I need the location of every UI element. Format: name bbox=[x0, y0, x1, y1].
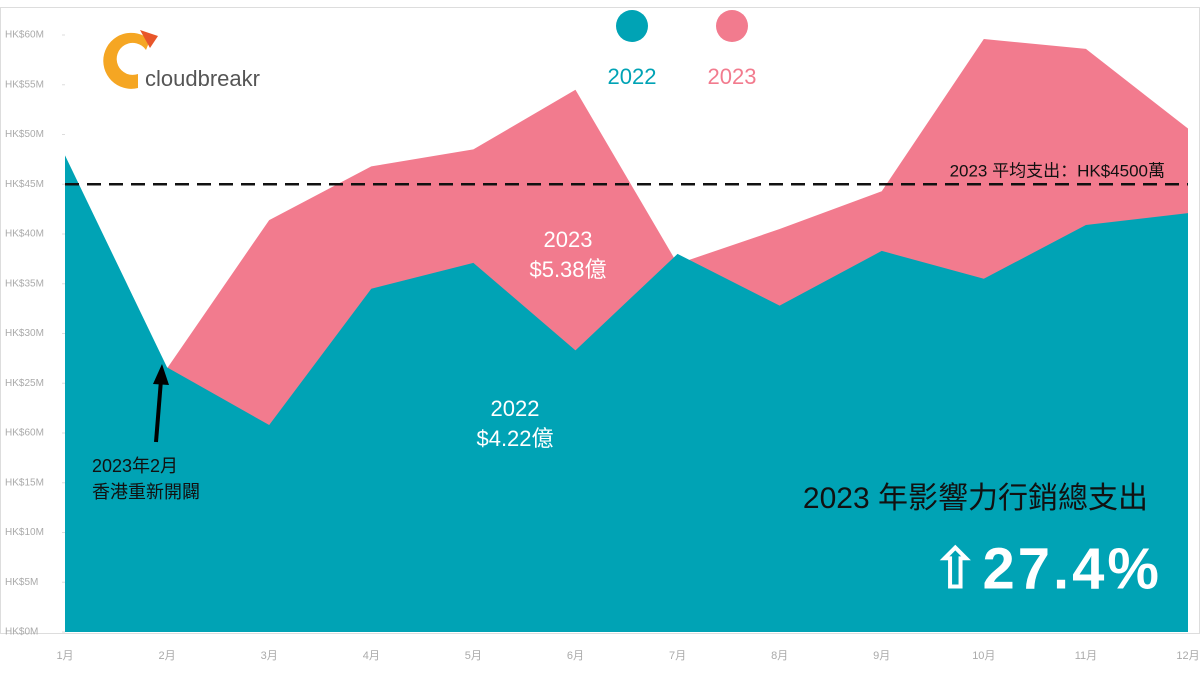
annotation: 2023 bbox=[544, 227, 593, 252]
x-tick-label: 12月 bbox=[1176, 650, 1199, 662]
x-tick-label: 6月 bbox=[567, 650, 584, 662]
change: ⇧27.4% bbox=[931, 536, 1162, 601]
x-tick-label: 8月 bbox=[771, 650, 788, 662]
legend-swatch bbox=[616, 10, 648, 42]
area bbox=[65, 155, 1188, 632]
annotation: $4.22億 bbox=[476, 426, 553, 451]
y-tick-label: HK$60M bbox=[5, 428, 44, 439]
legend-label: 2023 bbox=[708, 64, 757, 89]
average-label: 2023 平均支出：HK$4500萬 bbox=[950, 162, 1165, 181]
x-tick-label: 2月 bbox=[159, 650, 176, 662]
annotation: 香港重新開闢 bbox=[92, 482, 200, 502]
x-tick-label: 1月 bbox=[56, 650, 73, 662]
y-tick-label: HK$40M bbox=[5, 229, 44, 240]
plot bbox=[65, 38, 1188, 633]
y-tick-label: HK$35M bbox=[5, 278, 44, 289]
y-tick-label: HK$55M bbox=[5, 79, 44, 90]
arrow bbox=[153, 364, 169, 443]
annotation: $5.38億 bbox=[529, 257, 606, 282]
y-tick-label: HK$45M bbox=[5, 179, 44, 190]
logo: cloudbreakr bbox=[103, 30, 260, 91]
y-tick-label: HK$25M bbox=[5, 378, 44, 389]
logo-mark bbox=[140, 30, 158, 48]
y-tick-label: HK$5M bbox=[5, 577, 38, 588]
y-tick-label: HK$60M bbox=[5, 30, 44, 41]
headline: 2023 年影響力行銷總支出 bbox=[803, 482, 1148, 515]
legend-swatch bbox=[716, 10, 748, 42]
logo-mark bbox=[103, 32, 150, 89]
y-tick-label: HK$10M bbox=[5, 527, 44, 538]
y-tick-label: HK$15M bbox=[5, 477, 44, 488]
logo-text: cloudbreakr bbox=[145, 66, 260, 91]
annotation: 2023年2月 bbox=[92, 456, 178, 476]
x-tick-label: 4月 bbox=[363, 650, 380, 662]
x-tick-label: 5月 bbox=[465, 650, 482, 662]
x-tick-label: 11月 bbox=[1075, 650, 1097, 662]
annotation: 2022 bbox=[491, 396, 540, 421]
x-tick-label: 3月 bbox=[261, 650, 278, 662]
x-tick-label: 7月 bbox=[669, 650, 686, 662]
x-tick-label: 10月 bbox=[972, 650, 995, 662]
y-tick-label: HK$0M bbox=[5, 627, 38, 638]
y-tick-label: HK$30M bbox=[5, 328, 44, 339]
legend-label: 2022 bbox=[608, 64, 657, 89]
y-tick-label: HK$50M bbox=[5, 129, 44, 140]
x-tick-label: 9月 bbox=[873, 650, 890, 662]
